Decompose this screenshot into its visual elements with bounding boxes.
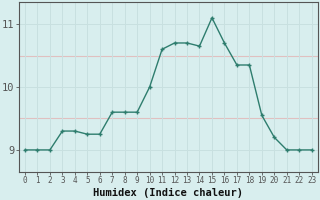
X-axis label: Humidex (Indice chaleur): Humidex (Indice chaleur) (93, 188, 243, 198)
